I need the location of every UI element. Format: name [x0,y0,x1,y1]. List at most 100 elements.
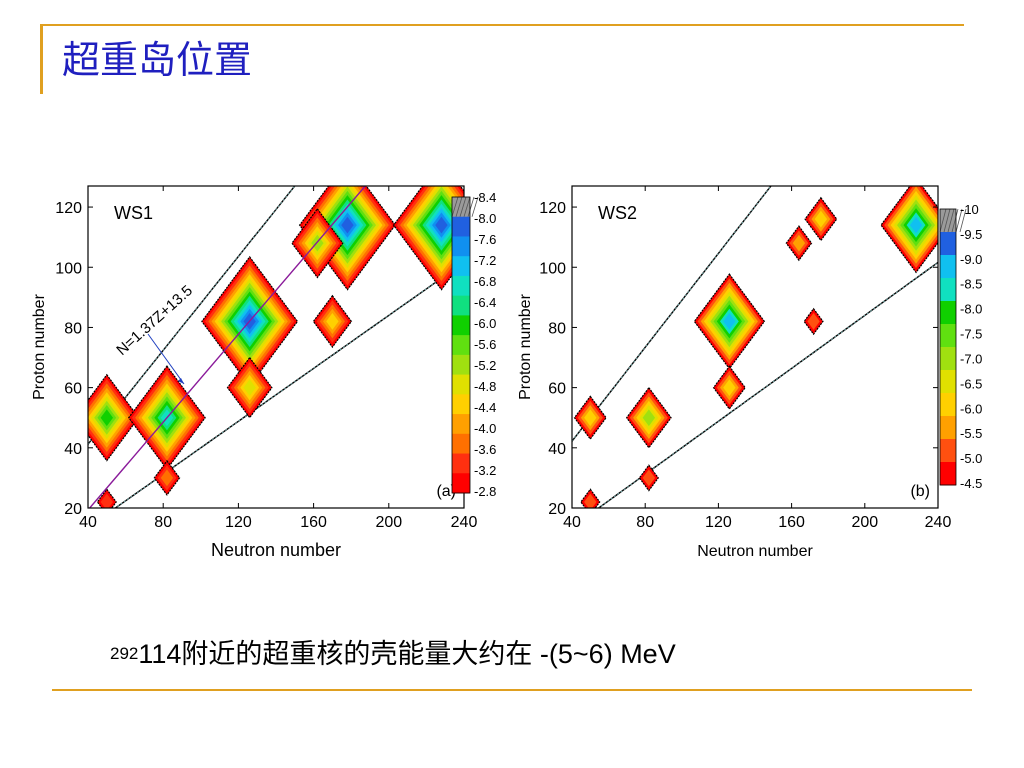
panel-label: (a) [436,483,456,500]
colorbar-tick-label: -7.2 [474,253,496,268]
colorbar-tick-label: -3.6 [474,442,496,457]
y-tick-label: 100 [55,260,82,277]
colorbar-swatch [452,394,470,415]
colorbar-tick-label: -6.0 [960,401,982,416]
shell-island-126-60 [712,365,746,410]
colorbar-tick-label: -10 [960,202,979,217]
y-tick-label: 40 [548,441,566,458]
stability-line [89,186,366,508]
shell-island-176-116 [804,196,838,242]
colorbar-swatch [940,416,956,440]
shell-island-50-50 [88,373,140,462]
colorbar-swatch [940,324,956,348]
annotation-arrow [147,333,185,385]
shell-island-170-82 [312,294,353,349]
colorbar-swatch [452,335,470,356]
line-annotation: N=1.37Z+13.5 [113,282,196,359]
shell-island-50-50 [573,395,607,441]
colorbar-tick-label: -5.0 [960,451,982,466]
colorbar-tick-label: -5.2 [474,358,496,373]
colorbar-swatch [452,374,470,395]
y-tick-label: 20 [64,501,82,518]
colorbar-swatch [452,453,470,474]
x-tick-label: 80 [636,514,654,531]
bottom-rule [52,689,972,691]
y-axis-label: Proton number [517,293,534,400]
title-accent-bar [40,26,43,94]
colorbar-swatch [940,232,956,256]
colorbar-tick-label: -6.4 [474,295,496,310]
colorbar-tick-label: -4.4 [474,400,496,415]
proton-drip-line [572,186,772,442]
colorbar-swatch [452,433,470,455]
shell-island-162-108 [291,207,344,279]
colorbar-frame [451,196,471,494]
x-tick-label: 200 [851,514,878,531]
caption-superscript: 292 [110,644,139,663]
colorbar-tick-label: -2.8 [474,484,496,499]
shell-island-50-22 [96,488,117,508]
panel-label: (b) [910,483,930,500]
annotation-arrowhead [178,378,184,384]
colorbar-swatch [940,393,956,417]
y-tick-label: 20 [548,501,566,518]
x-axis-label: Neutron number [211,540,341,560]
colorbar-tick-label: -4.5 [960,476,982,491]
colorbar-tick-label: -7.5 [960,327,982,342]
colorbar-swatch [940,278,956,302]
colorbar-tick-label: -6.8 [474,274,496,289]
colorbar-swatch [452,295,470,316]
colorbar-swatch [452,256,470,277]
y-tick-label: 40 [64,441,82,458]
colorbar-swatch [452,315,470,336]
colorbar-swatch [452,216,470,237]
x-axis-label: Neutron number [697,543,813,560]
x-tick-label: 240 [925,514,952,531]
y-tick-label: 80 [64,320,82,337]
colorbar-swatch [940,370,956,394]
colorbar-swatch [940,347,956,371]
shell-island-164-108 [785,225,813,262]
top-rule [40,24,964,26]
colorbar-swatch [452,275,470,297]
shell-island-172-82 [803,307,824,336]
y-tick-label: 100 [539,260,566,277]
colorbar-tick-label: -8.0 [960,302,982,317]
y-tick-label: 60 [64,381,82,398]
shell-island-228-114 [880,186,938,274]
x-tick-label: 40 [563,514,581,531]
x-tick-label: 200 [375,514,402,531]
plot-frame [571,185,939,509]
y-tick-label: 80 [548,320,566,337]
colorbar-tick-label: -7.0 [960,351,982,366]
colorbar-tick-label: -6.5 [960,376,982,391]
x-tick-label: 240 [451,514,478,531]
colorbar-tick-label: -4.8 [474,379,496,394]
x-tick-label: 160 [300,514,327,531]
x-tick-label: 40 [79,514,97,531]
colorbar-tick-label: -3.2 [474,463,496,478]
colorbar-swatch [452,354,470,376]
plot-area [88,186,464,508]
model-label: WS1 [114,203,153,223]
x-tick-label: 120 [705,514,732,531]
shell-island-82-30 [153,459,181,496]
y-tick-label: 120 [539,200,566,217]
y-tick-label: 120 [55,200,82,217]
colorbar-swatch [452,236,470,257]
shell-island-50-22 [580,488,601,508]
shell-island-82-30 [638,464,660,492]
colorbar-swatch [452,414,470,435]
caption-text: 114附近的超重核的壳能量大约在 -(5~6) MeV [138,639,676,669]
colorbar-tick-label: -9.0 [960,252,982,267]
colorbar-swatch [940,439,956,463]
colorbar-swatch [940,301,956,325]
colorbar-swatch [940,209,956,233]
y-tick-label: 60 [548,381,566,398]
colorbar-tick-label: -5.6 [474,337,496,352]
model-label: WS2 [598,203,637,223]
colorbar-tick-label: -8.0 [474,211,496,226]
colorbar-tick-label: -4.0 [474,421,496,436]
